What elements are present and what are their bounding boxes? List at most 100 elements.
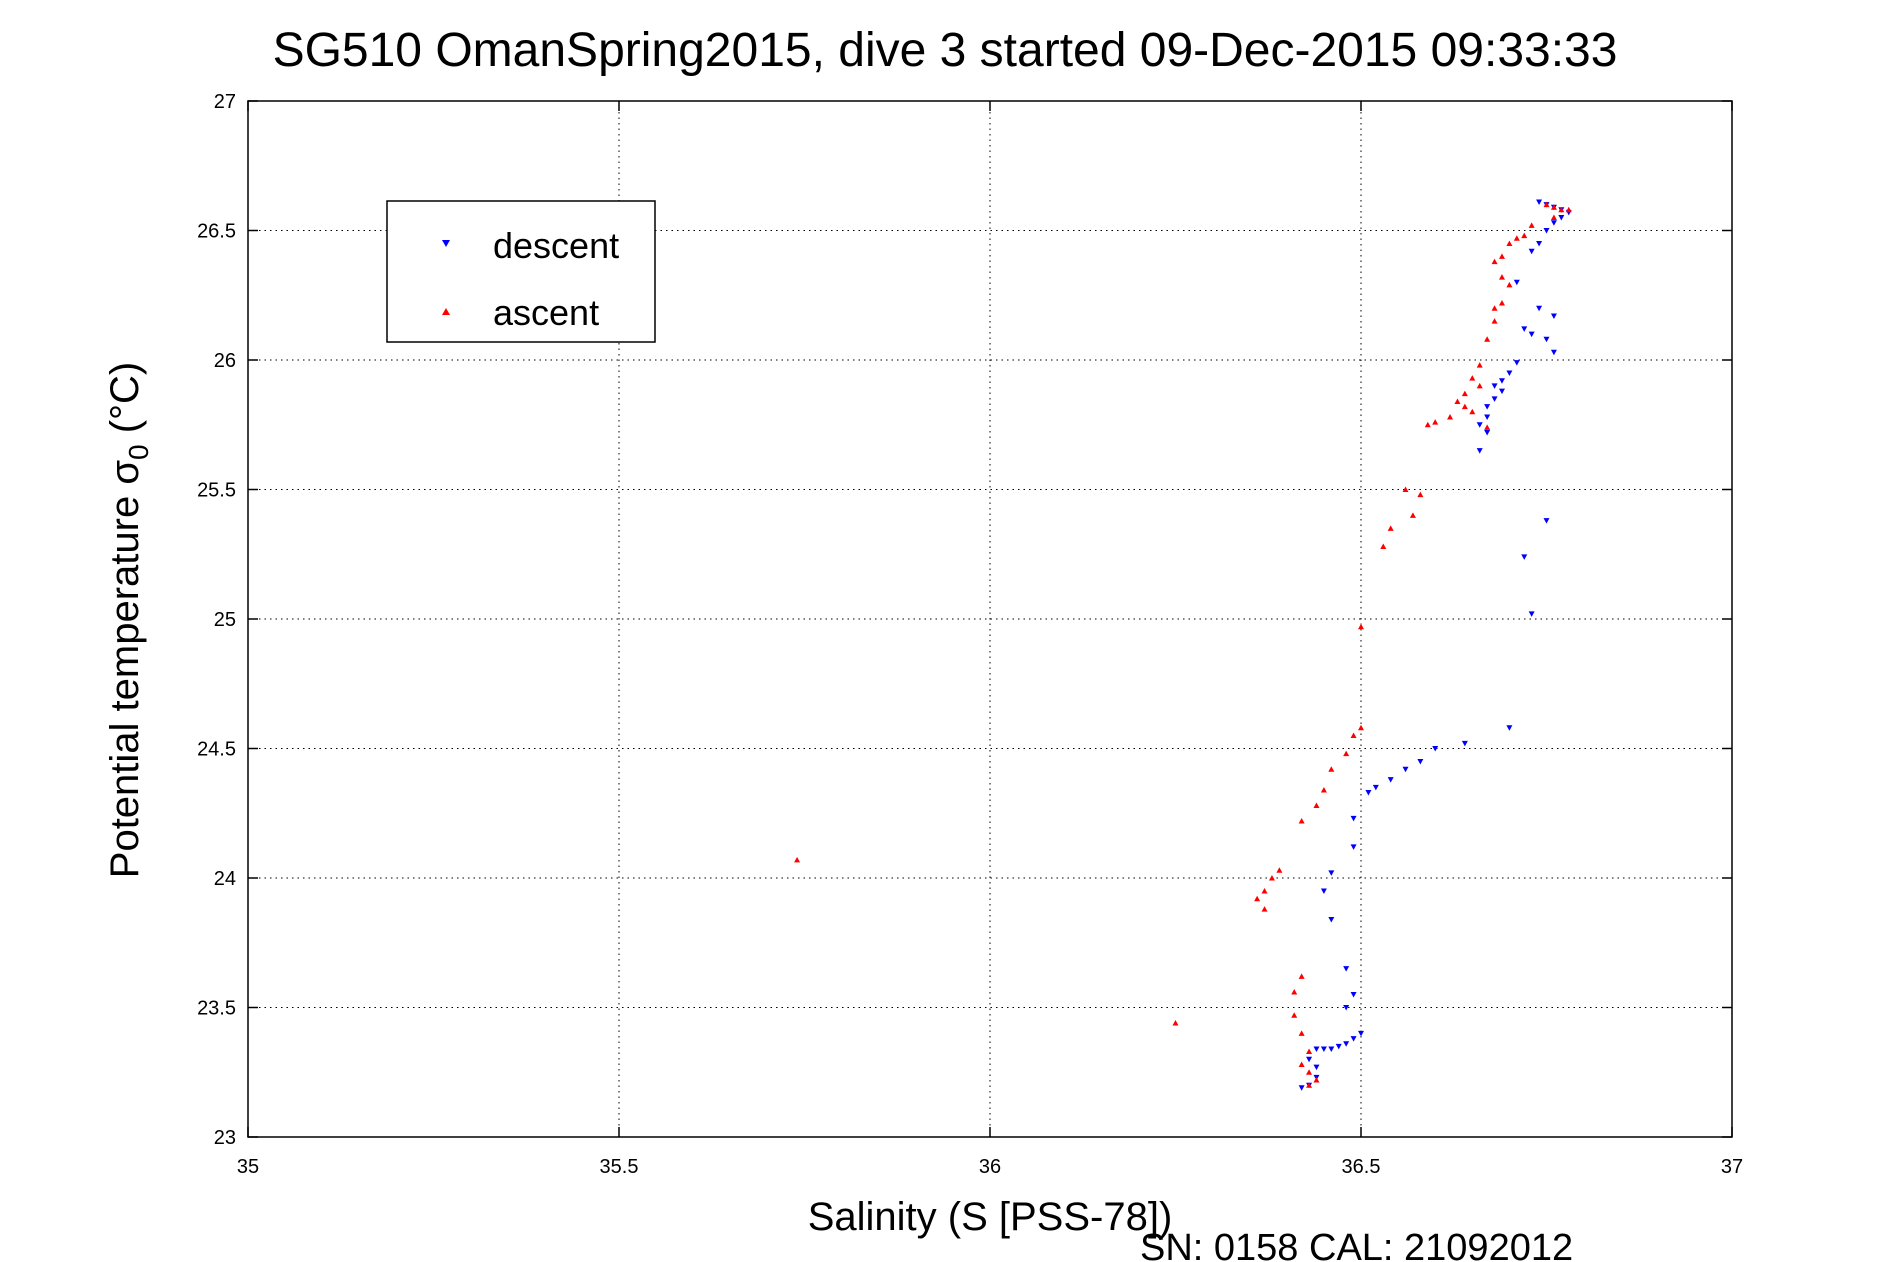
ascent-point	[1313, 1077, 1320, 1083]
legend-descent-label: descent	[493, 225, 619, 266]
x-axis-label: Salinity (S [PSS-78])	[808, 1195, 1173, 1239]
descent-point	[1550, 313, 1557, 319]
descent-point	[1298, 1085, 1305, 1091]
ascent-point	[1454, 398, 1461, 404]
x-tick-label: 35.5	[600, 1156, 639, 1178]
descent-point	[1350, 815, 1357, 822]
descent-point	[1320, 1046, 1327, 1052]
descent-point	[1513, 360, 1520, 366]
descent-point	[1335, 1043, 1342, 1050]
ascent-point	[1409, 512, 1416, 518]
ascent-point	[1513, 235, 1520, 241]
descent-point	[1432, 746, 1439, 752]
ascent-point	[1550, 204, 1557, 210]
descent-point	[1491, 383, 1498, 389]
descent-point	[1313, 1046, 1320, 1052]
serial-calibration-footer: SN: 0158 CAL: 21092012	[1140, 1227, 1573, 1262]
descent-point	[1550, 349, 1557, 356]
descent-point	[1402, 766, 1409, 773]
y-tick-label: 24	[214, 868, 236, 890]
ascent-point	[1358, 724, 1364, 731]
y-tick-label: 27	[214, 91, 236, 113]
ascent-point	[1506, 281, 1513, 288]
ascent-point	[1306, 1082, 1313, 1088]
ascent-point	[794, 856, 801, 863]
ascent-point	[1484, 336, 1491, 342]
descent-point	[1550, 220, 1557, 226]
descent-point	[1350, 844, 1357, 850]
descent-point	[1528, 331, 1535, 338]
ascent-point	[1506, 240, 1513, 246]
ascent-point	[1498, 274, 1505, 280]
descent-point	[1343, 966, 1350, 972]
descent-point	[1558, 215, 1565, 221]
y-axis-label: Potential temperature σ0 (°C)	[103, 362, 154, 878]
ascent-point	[1476, 382, 1483, 389]
ascent-point	[1320, 786, 1327, 793]
descent-point	[1313, 1064, 1320, 1071]
ascent-point	[1298, 1030, 1305, 1036]
ascent-point	[1498, 253, 1505, 259]
ascent-point	[1461, 390, 1468, 397]
ascent-point	[1276, 867, 1283, 873]
ascent-point	[1343, 750, 1350, 757]
data-points	[794, 199, 1572, 1091]
descent-point	[1365, 790, 1372, 796]
y-tick-label: 23.5	[197, 998, 236, 1020]
ascent-point	[1380, 543, 1387, 549]
descent-point	[1543, 336, 1550, 343]
ascent-point	[1172, 1020, 1179, 1026]
descent-point	[1536, 240, 1543, 247]
ascent-point	[1291, 1012, 1298, 1018]
descent-point	[1343, 1041, 1350, 1047]
descent-point	[1543, 518, 1550, 524]
y-tick-label: 23	[214, 1127, 236, 1149]
ascent-point	[1491, 258, 1498, 265]
descent-point	[1484, 404, 1491, 410]
ascent-point	[1476, 362, 1483, 368]
ascent-point	[1498, 300, 1505, 306]
ascent-point	[1268, 875, 1275, 881]
descent-point	[1350, 1036, 1357, 1042]
ascent-point	[1358, 623, 1364, 630]
ascent-point	[1550, 214, 1557, 221]
descent-point	[1484, 414, 1491, 420]
ascent-point	[1521, 232, 1528, 239]
ascent-point	[1491, 305, 1498, 311]
ascent-point	[1432, 419, 1439, 425]
descent-point	[1328, 916, 1335, 923]
descent-point	[1521, 326, 1528, 332]
legend-box	[386, 200, 656, 343]
ascent-point	[1491, 318, 1498, 324]
ascent-point	[1447, 413, 1454, 420]
ascent-point	[1402, 486, 1409, 492]
x-tick-label: 35	[237, 1156, 259, 1178]
legend-descent-marker	[442, 240, 450, 247]
x-tick-label: 36	[979, 1156, 1001, 1178]
descent-point	[1350, 992, 1357, 998]
ascent-point	[1543, 201, 1550, 208]
descent-point	[1358, 1030, 1364, 1037]
descent-point	[1536, 305, 1543, 312]
ascent-point	[1461, 403, 1468, 410]
ascent-point	[1528, 222, 1535, 228]
descent-point	[1498, 388, 1505, 395]
ascent-point	[1558, 206, 1565, 213]
descent-point	[1320, 888, 1327, 894]
descent-point	[1372, 784, 1379, 791]
ascent-point	[1306, 1069, 1313, 1075]
descent-point	[1484, 430, 1491, 436]
descent-point	[1476, 422, 1483, 428]
descent-point	[1328, 870, 1335, 876]
y-axis-label-unit: (°C)	[103, 362, 147, 445]
legend: descent ascent	[386, 200, 656, 343]
descent-point	[1506, 725, 1513, 731]
y-axis-label-main: Potential temperature σ	[103, 460, 147, 879]
ascent-point	[1291, 988, 1298, 995]
ascent-point	[1350, 732, 1357, 739]
descent-point	[1528, 611, 1535, 617]
descent-point	[1528, 248, 1535, 255]
ascent-point	[1484, 424, 1491, 430]
descent-point	[1521, 554, 1528, 560]
